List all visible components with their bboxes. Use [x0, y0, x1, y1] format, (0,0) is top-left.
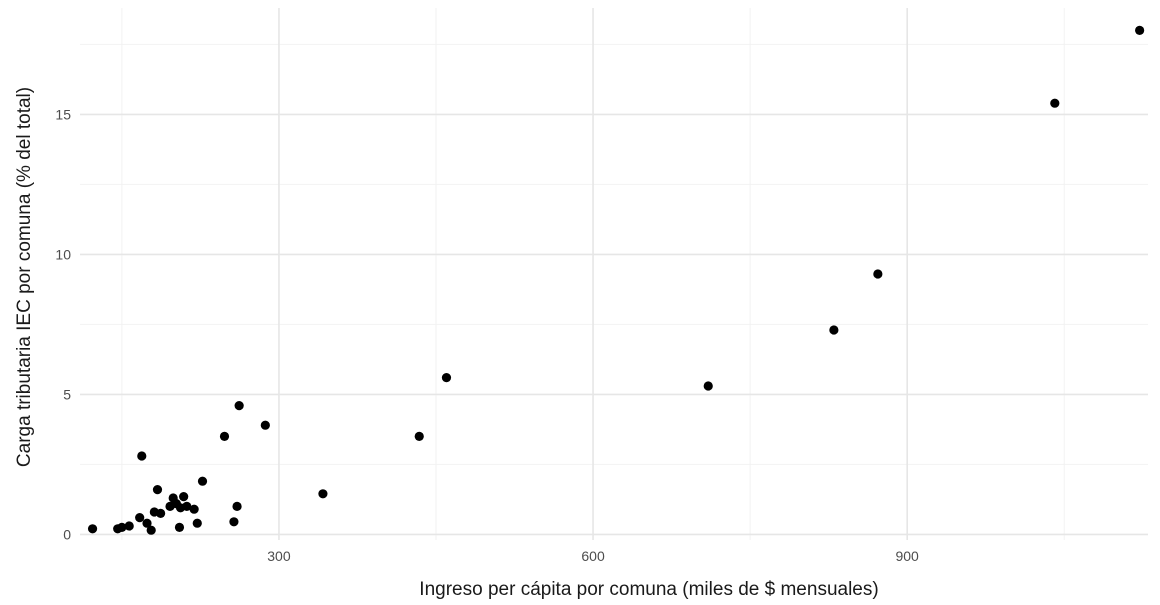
y-tick-label: 10: [55, 246, 71, 262]
data-point: [1050, 98, 1060, 108]
data-point: [441, 373, 452, 383]
y-tick-label: 15: [55, 106, 71, 122]
x-axis-title: Ingreso per cápita por comuna (miles de …: [419, 579, 878, 600]
grid: [80, 8, 1148, 540]
x-tick-label: 600: [581, 548, 605, 564]
tick-labels: 300 600 900 0 5 10 15: [55, 106, 919, 564]
data-point: [703, 381, 713, 391]
data-point: [156, 508, 166, 518]
data-point: [189, 504, 199, 514]
data-point: [179, 492, 189, 502]
data-point: [117, 522, 127, 533]
y-axis-title: Carga tributaria IEC por comuna (% del t…: [14, 87, 35, 467]
data-point: [229, 517, 239, 527]
data-point: [829, 325, 839, 335]
data-point: [135, 513, 145, 523]
data-point: [124, 521, 134, 531]
data-points: [87, 25, 1145, 535]
data-point: [174, 522, 185, 533]
data-point: [414, 431, 424, 441]
data-point: [260, 420, 270, 430]
data-point: [146, 525, 156, 535]
x-tick-label: 300: [267, 548, 291, 564]
data-point: [192, 518, 202, 528]
data-point: [152, 485, 163, 495]
x-tick-label: 900: [895, 548, 919, 564]
data-point: [873, 269, 883, 279]
data-point: [318, 489, 328, 499]
y-tick-label: 0: [63, 526, 71, 542]
data-point: [219, 431, 230, 441]
data-point: [87, 524, 98, 534]
data-point: [137, 451, 147, 461]
y-tick-label: 5: [63, 386, 71, 402]
data-point: [197, 476, 208, 486]
data-point: [142, 518, 152, 528]
data-point: [234, 401, 244, 411]
data-point: [232, 501, 242, 511]
data-point: [1135, 25, 1145, 35]
data-point: [182, 501, 192, 511]
